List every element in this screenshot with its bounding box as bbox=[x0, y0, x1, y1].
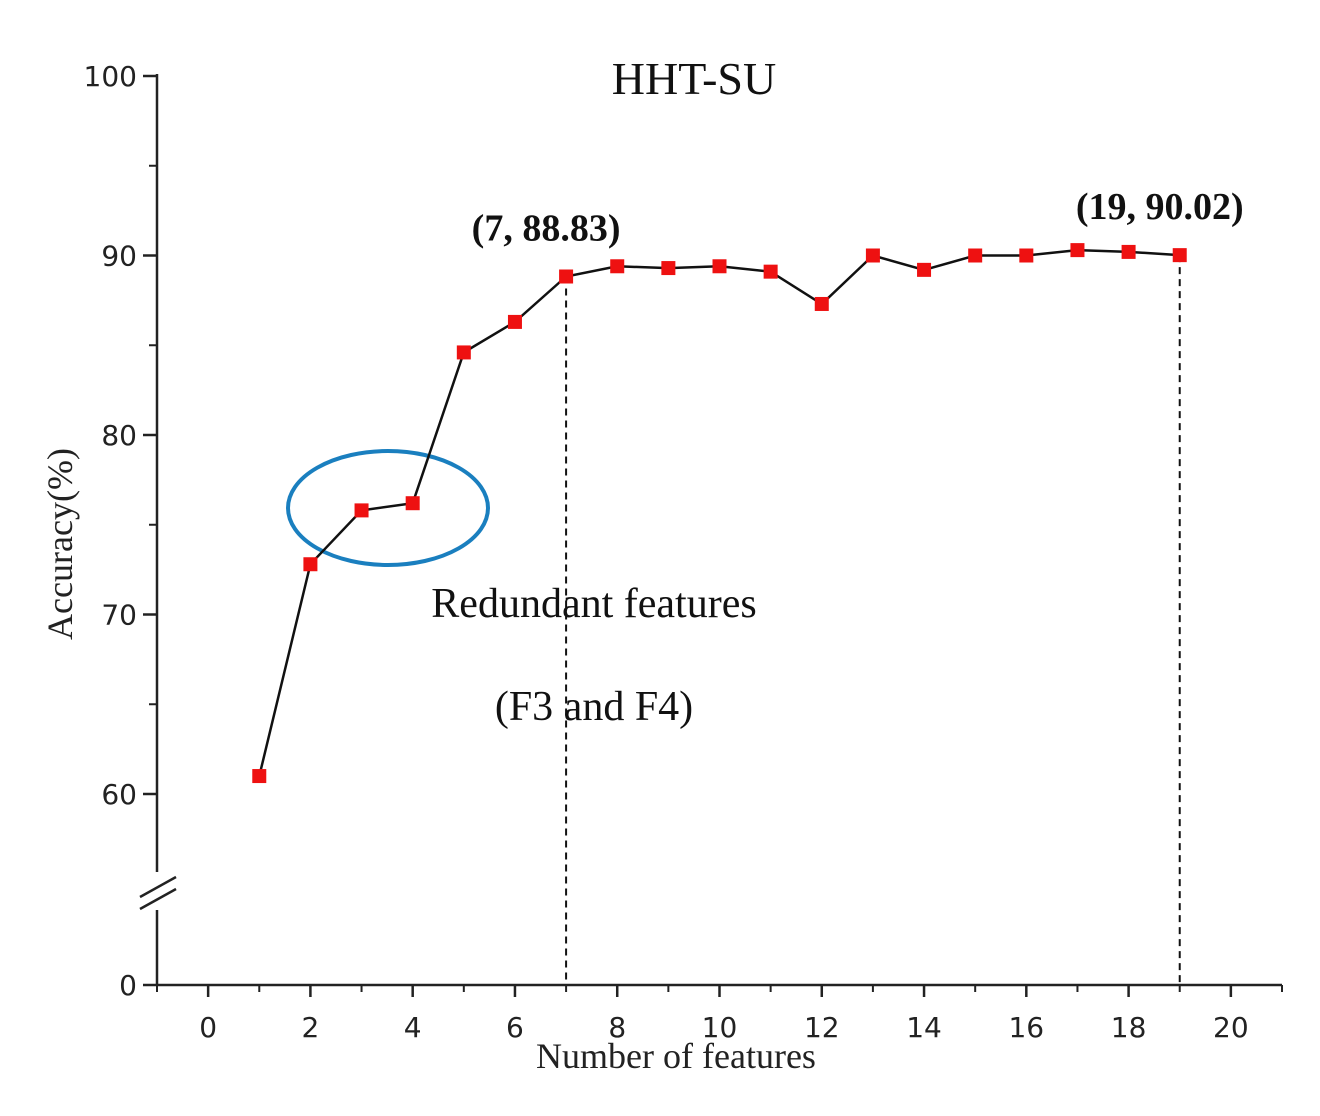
y-tick-label: 90 bbox=[101, 240, 137, 273]
redundant-note-line2: (F3 and F4) bbox=[495, 684, 693, 730]
axes bbox=[139, 74, 1282, 987]
y-tick-label: 70 bbox=[101, 599, 137, 632]
data-point bbox=[865, 248, 880, 263]
axis-break-mark bbox=[139, 875, 177, 899]
data-point bbox=[1172, 248, 1187, 263]
data-point bbox=[507, 314, 522, 329]
y-axis-label: Accuracy(%) bbox=[40, 448, 80, 640]
data-point bbox=[763, 264, 778, 279]
y-ticks: 0 60 70 80 90 100 bbox=[84, 60, 157, 1002]
x-tick-label: 18 bbox=[1111, 1011, 1147, 1044]
y-tick-label: 100 bbox=[84, 60, 137, 93]
axis-break-mark bbox=[139, 887, 177, 911]
x-tick-label: 0 bbox=[199, 1011, 217, 1044]
redundant-note-line1: Redundant features bbox=[431, 581, 756, 627]
y-tick-label: 60 bbox=[101, 778, 137, 811]
data-point bbox=[968, 248, 983, 263]
point-annotation: (19, 90.02) bbox=[1076, 186, 1244, 228]
redundant-features-ellipse bbox=[286, 449, 490, 567]
chart-title: HHT-SU bbox=[612, 53, 776, 104]
data-point bbox=[712, 259, 727, 274]
x-tick-label: 2 bbox=[301, 1011, 319, 1044]
series-line bbox=[258, 248, 1180, 777]
data-point bbox=[405, 496, 420, 511]
series-group bbox=[252, 243, 1187, 784]
x-tick-label: 4 bbox=[404, 1011, 422, 1044]
data-point bbox=[1070, 243, 1085, 258]
x-tick-label: 16 bbox=[1008, 1011, 1044, 1044]
data-point bbox=[917, 262, 932, 277]
y-tick-label: 0 bbox=[119, 969, 137, 1002]
annotations: (7, 88.83) (19, 90.02) bbox=[472, 186, 1244, 249]
data-point bbox=[252, 769, 267, 784]
data-point bbox=[456, 345, 471, 360]
x-tick-label: 10 bbox=[702, 1011, 738, 1044]
reference-lines bbox=[565, 255, 1181, 985]
data-point bbox=[1121, 244, 1136, 259]
y-tick-label: 80 bbox=[101, 419, 137, 452]
x-axis-label: Number of features bbox=[536, 1036, 816, 1076]
x-ticks: 0 2 4 6 8 10 12 14 16 18 20 bbox=[156, 985, 1283, 1044]
data-point bbox=[303, 557, 318, 572]
data-point bbox=[354, 503, 369, 518]
point-annotation: (7, 88.83) bbox=[472, 208, 621, 250]
x-tick-label: 8 bbox=[608, 1011, 626, 1044]
data-point bbox=[1019, 248, 1034, 263]
data-point bbox=[814, 296, 829, 311]
x-tick-label: 20 bbox=[1213, 1011, 1249, 1044]
data-point bbox=[559, 269, 574, 284]
data-point bbox=[661, 261, 676, 276]
data-point bbox=[610, 259, 625, 274]
x-tick-label: 6 bbox=[506, 1011, 524, 1044]
x-tick-label: 12 bbox=[804, 1011, 840, 1044]
x-tick-label: 14 bbox=[906, 1011, 942, 1044]
